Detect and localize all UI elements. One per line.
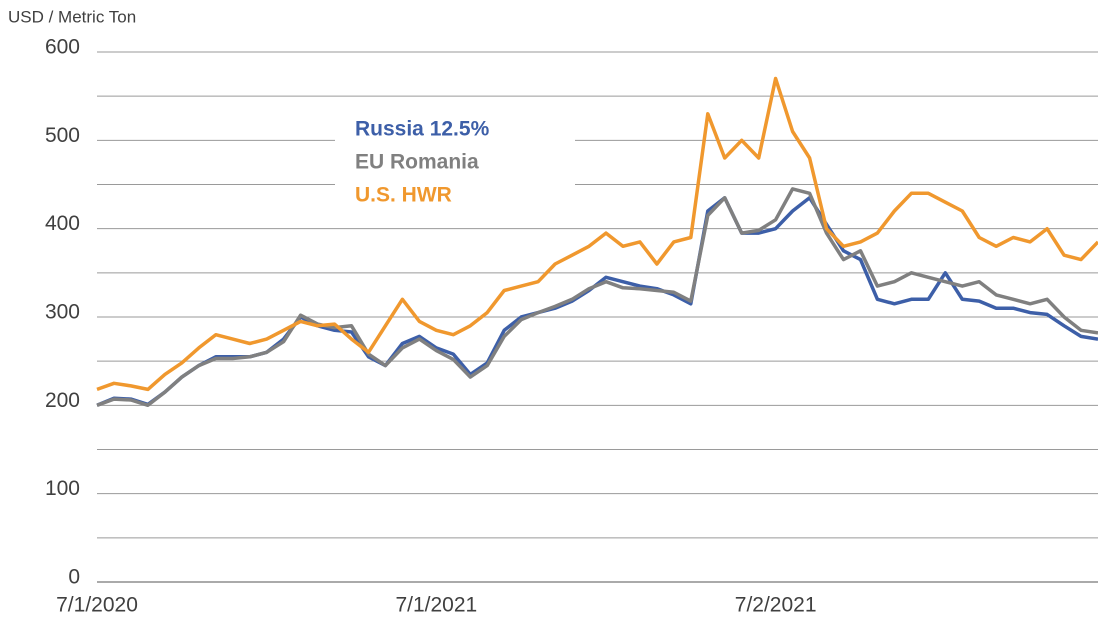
y-tick-label: 500 <box>45 124 80 147</box>
legend-text: U.S. HWR <box>355 184 452 207</box>
y-tick-label: 400 <box>45 212 80 235</box>
x-tick-label: 7/1/2021 <box>395 594 477 617</box>
y-axis-label: USD / Metric Ton <box>8 7 136 26</box>
y-tick-label: 0 <box>68 566 80 589</box>
legend-text: Russia 12.5% <box>355 118 490 141</box>
y-tick-label: 600 <box>45 36 80 59</box>
x-tick-label: 7/2/2021 <box>735 594 817 617</box>
series-line <box>96 76 1098 392</box>
y-tick-label: 300 <box>45 301 80 324</box>
y-tick-label: 200 <box>45 389 80 412</box>
legend-text: EU Romania <box>355 151 479 174</box>
y-tick-label: 100 <box>45 477 80 500</box>
legend-box <box>335 108 575 214</box>
x-tick-label: 7/1/2020 <box>56 594 138 617</box>
series-line <box>96 187 1098 408</box>
